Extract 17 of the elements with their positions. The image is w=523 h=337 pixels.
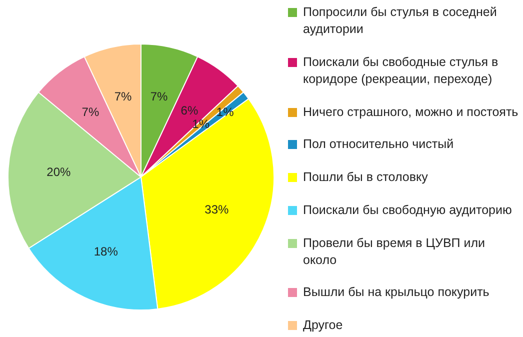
data-label: 1% [192, 117, 210, 132]
legend-label: Поискали бы свободные стулья в коридоре (рекреации, переходе) [303, 54, 500, 88]
data-label: 33% [204, 202, 230, 217]
legend-label: Вышли бы на крыльцо покурить [303, 284, 490, 302]
legend-label: Попросили бы стулья в соседней аудитории [303, 4, 498, 38]
legend-label: Другое [303, 317, 343, 334]
data-label: 18% [94, 244, 118, 259]
legend-label: Пошли бы в столовку [303, 169, 428, 186]
data-label: 7% [82, 104, 100, 119]
legend-label: Провели бы время в ЦУВП или около [303, 234, 486, 268]
legend-label: Пол относительно чистый [303, 136, 454, 154]
legend-label: Поискали бы свободную аудиторию [303, 202, 512, 219]
data-label: 6% [180, 103, 198, 118]
legend-label: Ничего страшного, можно и постоять [303, 104, 518, 120]
data-label: 7% [114, 90, 132, 104]
data-label: 7% [150, 90, 168, 104]
data-label: 20% [46, 164, 72, 179]
